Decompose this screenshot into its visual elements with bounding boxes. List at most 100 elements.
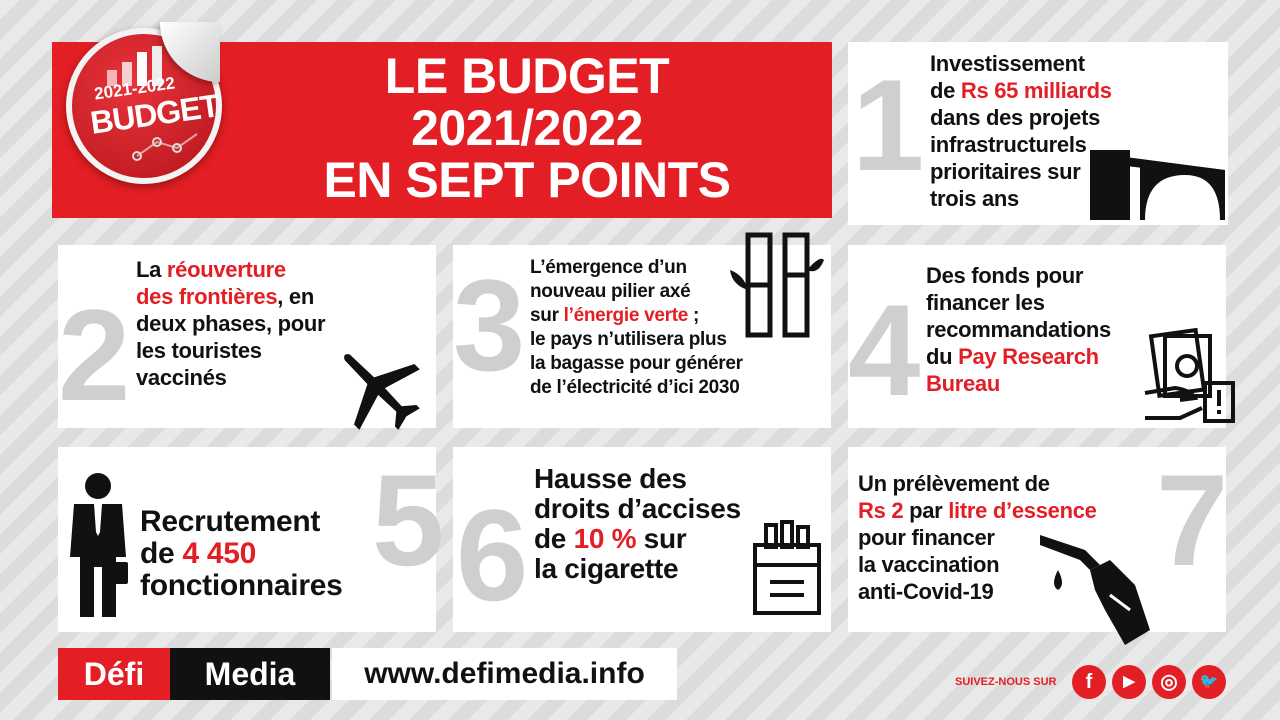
text-line: de Rs 65 milliards — [930, 77, 1112, 104]
text-line: Investissement — [930, 50, 1112, 77]
text-line: les touristes — [136, 337, 325, 364]
website-link[interactable]: www.defimedia.info — [332, 648, 677, 700]
point-text: L’émergence d’un nouveau pilier axé sur l’… — [530, 256, 743, 400]
text-line: fonctionnaires — [140, 570, 343, 602]
text-line: infrastructurels — [930, 131, 1112, 158]
airplane-icon — [330, 340, 425, 440]
page-title: LE BUDGET 2021/2022 EN SEPT POINTS — [227, 50, 827, 206]
text-line: Hausse des — [534, 464, 741, 494]
text-segment: infrastructurels — [930, 132, 1087, 157]
point-number: 3 — [453, 252, 526, 398]
text-segment: pour financer — [858, 525, 995, 550]
follow-us-label: SUIVEZ-NOUS SUR — [955, 676, 1057, 688]
point-number: 7 — [1156, 447, 1229, 593]
text-segment: Un prélèvement de — [858, 471, 1050, 496]
text-segment: La — [136, 257, 167, 282]
text-segment: , en — [277, 284, 314, 309]
text-line: la cigarette — [534, 554, 741, 584]
text-line: des frontières, en — [136, 283, 325, 310]
highlight-text: 4 450 — [182, 537, 257, 570]
highlight-text: 10 % — [573, 523, 637, 554]
money-hand-icon — [1140, 327, 1235, 428]
text-segment: financer les — [926, 290, 1045, 315]
point-text: Hausse des droits d’accises de 10 % sur la … — [534, 464, 741, 584]
text-segment: L’émergence d’un — [530, 257, 687, 278]
text-line: la vaccination — [858, 551, 1097, 578]
text-segment: sur — [636, 523, 687, 554]
text-segment: deux phases, pour — [136, 311, 326, 336]
text-line: Rs 2 par litre d’essence — [858, 497, 1097, 524]
text-line: Recrutement — [140, 506, 343, 538]
text-line: L’émergence d’un — [530, 256, 743, 280]
text-line: sur l’énergie verte ; — [530, 304, 743, 328]
highlight-text: Rs 65 milliards — [960, 78, 1112, 103]
cigarette-pack-icon — [752, 520, 822, 620]
highlight-text: Bureau — [926, 371, 1000, 396]
sugarcane-icon — [730, 230, 825, 345]
text-line: recommandations — [926, 316, 1111, 343]
text-line: droits d’accises — [534, 494, 741, 524]
fuel-nozzle-icon — [1040, 530, 1160, 655]
text-segment: nouveau pilier axé — [530, 281, 691, 302]
text-segment: droits d’accises — [534, 493, 741, 524]
bridge-icon — [1090, 130, 1225, 225]
text-segment: ; — [688, 305, 700, 326]
text-line: du Pay Research — [926, 343, 1111, 370]
line-graph-icon — [132, 133, 198, 161]
title-line: EN SEPT POINTS — [323, 152, 731, 208]
text-segment: anti-Covid-19 — [858, 579, 994, 604]
brand-logo-media: Media — [170, 648, 330, 700]
text-line: la bagasse pour générer — [530, 352, 743, 376]
text-segment: Recrutement — [140, 505, 321, 538]
text-line: de 10 % sur — [534, 524, 741, 554]
text-line: Des fonds pour — [926, 262, 1111, 289]
point-text: La réouverture des frontières, en deux pha… — [136, 256, 326, 391]
point-number: 4 — [848, 277, 921, 423]
text-line: pour financer — [858, 524, 1097, 551]
title-line: LE BUDGET — [384, 48, 670, 104]
bar-chart-icon — [107, 46, 162, 86]
point-card-7 — [848, 447, 1226, 632]
facebook-icon[interactable]: f — [1072, 665, 1106, 699]
text-line: dans des projets — [930, 104, 1112, 131]
text-segment: Investissement — [930, 51, 1085, 76]
instagram-icon[interactable]: ◎ — [1152, 665, 1186, 699]
text-segment: de — [140, 537, 183, 570]
text-line: prioritaires sur — [930, 158, 1112, 185]
brand-logo-defi: Défi — [58, 648, 170, 700]
highlight-text: réouverture — [166, 257, 286, 282]
text-line: nouveau pilier axé — [530, 280, 743, 304]
text-segment: par — [903, 498, 949, 523]
budget-sticker-logo: 2021-2022 BUDGET — [66, 28, 222, 184]
text-segment: Des fonds pour — [926, 263, 1084, 288]
text-segment: vaccinés — [136, 365, 227, 390]
text-line: trois ans — [930, 185, 1112, 212]
text-segment: les touristes — [136, 338, 262, 363]
point-number: 2 — [58, 282, 131, 428]
text-segment: la bagasse pour générer — [530, 353, 743, 374]
text-segment: Hausse des — [534, 463, 687, 494]
title-line: 2021/2022 — [411, 100, 643, 156]
text-line: deux phases, pour — [136, 310, 326, 337]
text-line: vaccinés — [136, 364, 325, 391]
point-text: Investissement de Rs 65 milliards dans des… — [930, 50, 1112, 212]
text-line: le pays n’utilisera plus — [530, 328, 743, 352]
highlight-text: litre d’essence — [948, 498, 1097, 523]
highlight-text: des frontières — [136, 284, 278, 309]
text-segment: prioritaires sur — [930, 159, 1081, 184]
text-segment: du — [926, 344, 959, 369]
text-line: financer les — [926, 289, 1111, 316]
text-line: Un prélèvement de — [858, 470, 1097, 497]
highlight-text: l’énergie verte — [563, 305, 689, 326]
point-text: Un prélèvement de Rs 2 par litre d’essenc… — [858, 470, 1097, 605]
text-line: La réouverture — [136, 256, 325, 283]
text-segment: la cigarette — [534, 553, 679, 584]
youtube-icon[interactable]: ▶ — [1112, 665, 1146, 699]
text-line: de 4 450 — [140, 538, 343, 570]
text-segment: de — [534, 523, 574, 554]
text-segment: recommandations — [926, 317, 1111, 342]
text-segment: trois ans — [930, 186, 1019, 211]
twitter-icon[interactable]: 🐦 — [1192, 665, 1226, 699]
highlight-text: Rs 2 — [858, 498, 904, 523]
text-line: anti-Covid-19 — [858, 578, 1097, 605]
